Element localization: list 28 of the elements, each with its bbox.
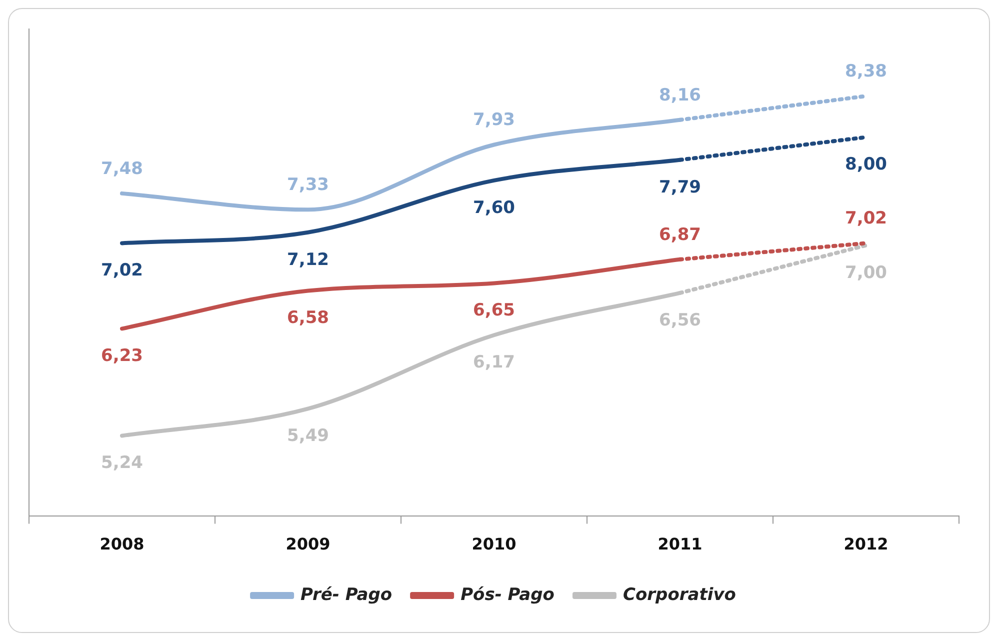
- x-tick-label: 2009: [286, 534, 330, 554]
- data-label: 6,17: [473, 352, 515, 373]
- data-label: 6,65: [473, 300, 515, 321]
- data-label: 7,60: [473, 198, 516, 218]
- x-tick-label: 2008: [100, 534, 144, 554]
- legend-label: Pós- Pago: [460, 584, 555, 605]
- data-label: 7,33: [287, 175, 329, 196]
- data-label: 7,79: [659, 177, 701, 198]
- data-label: 8,38: [845, 61, 887, 82]
- data-label: 7,93: [473, 110, 515, 130]
- data-label: 7,02: [845, 208, 887, 229]
- data-label: 6,56: [659, 310, 701, 330]
- legend-label: Pré- Pago: [300, 584, 392, 605]
- data-label: 6,87: [659, 224, 701, 245]
- data-label: 8,16: [659, 85, 701, 106]
- data-label: 5,24: [101, 453, 144, 474]
- data-label: 7,48: [101, 158, 143, 179]
- legend-label: Corporativo: [622, 584, 736, 605]
- x-tick-label: 2011: [658, 534, 702, 554]
- data-label: 6,58: [287, 308, 329, 328]
- data-label: 5,49: [287, 426, 329, 446]
- data-label: 8,00: [845, 154, 888, 175]
- x-tick-label: 2010: [472, 534, 516, 554]
- data-label: 7,02: [101, 260, 143, 281]
- data-label: 7,00: [845, 262, 888, 283]
- x-tick-label: 2012: [844, 534, 888, 554]
- data-label: 6,23: [101, 346, 143, 366]
- data-label: 7,12: [287, 250, 329, 270]
